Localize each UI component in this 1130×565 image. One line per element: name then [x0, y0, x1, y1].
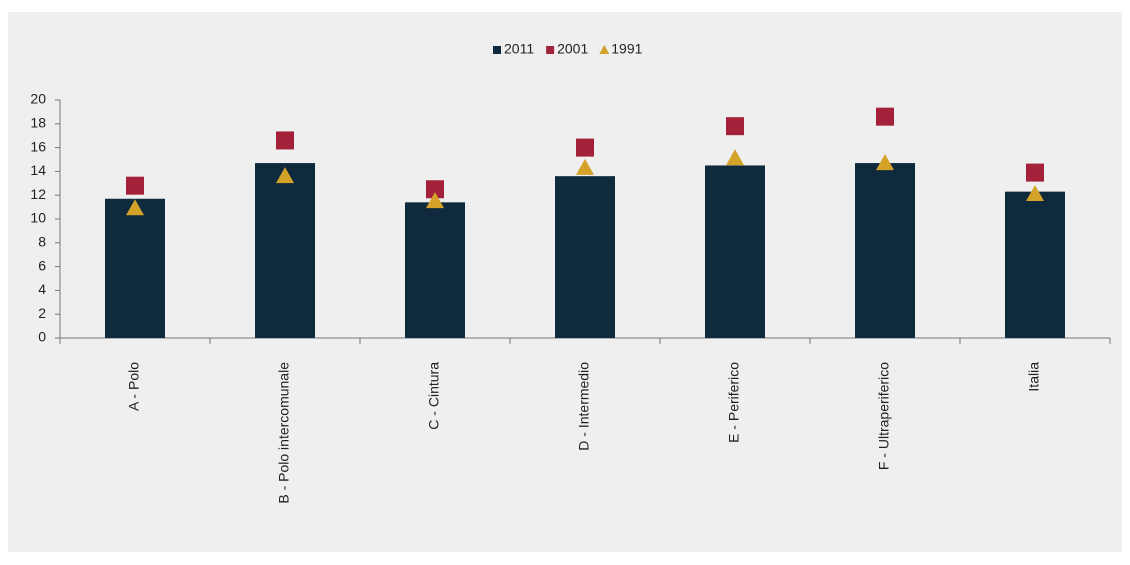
triangle-marker: [726, 149, 744, 166]
triangle-marker: [276, 167, 294, 184]
y-tick-label: 10: [30, 210, 46, 226]
x-tick-label: E - Periferico: [726, 362, 742, 443]
legend-label: 2011: [504, 41, 534, 57]
square-marker: [276, 131, 294, 150]
legend-marker: [546, 46, 555, 54]
square-marker: [426, 180, 444, 199]
legend-label: 1991: [611, 41, 642, 57]
y-tick-label: 0: [38, 329, 46, 345]
y-tick-label: 20: [30, 91, 46, 107]
legend-marker: [493, 46, 501, 54]
x-tick-label: B - Polo intercomunale: [276, 362, 292, 504]
y-tick-label: 18: [30, 115, 46, 131]
legend-label: 2001: [557, 41, 588, 57]
bar: [855, 163, 915, 338]
y-tick-label: 8: [38, 234, 46, 250]
bar: [555, 176, 615, 338]
y-tick-label: 16: [30, 138, 46, 154]
triangle-marker: [126, 199, 144, 216]
y-tick-label: 14: [30, 162, 46, 178]
triangle-marker: [876, 154, 894, 171]
x-tick-label: A - Polo: [126, 362, 142, 411]
legend-marker: [599, 45, 610, 54]
triangle-marker: [426, 192, 444, 209]
y-tick-label: 2: [38, 305, 46, 321]
bar: [255, 163, 315, 338]
square-marker: [876, 107, 894, 126]
bar: [705, 165, 765, 338]
x-tick-label: F - Ultraperiferico: [876, 362, 892, 470]
x-tick-label: D - Intermedio: [576, 362, 592, 451]
square-marker: [1026, 163, 1044, 182]
triangle-marker: [1026, 185, 1044, 202]
y-tick-label: 12: [30, 186, 46, 202]
square-marker: [576, 138, 594, 157]
triangle-marker: [576, 158, 594, 175]
y-tick-label: 6: [38, 257, 46, 273]
square-marker: [726, 117, 744, 136]
y-tick-label: 4: [38, 281, 46, 297]
x-tick-label: C - Cintura: [426, 362, 442, 430]
x-tick-label: Italia: [1026, 362, 1042, 392]
square-marker: [126, 176, 144, 195]
bar: [105, 198, 165, 338]
bar: [405, 202, 465, 338]
bar: [1005, 191, 1065, 338]
